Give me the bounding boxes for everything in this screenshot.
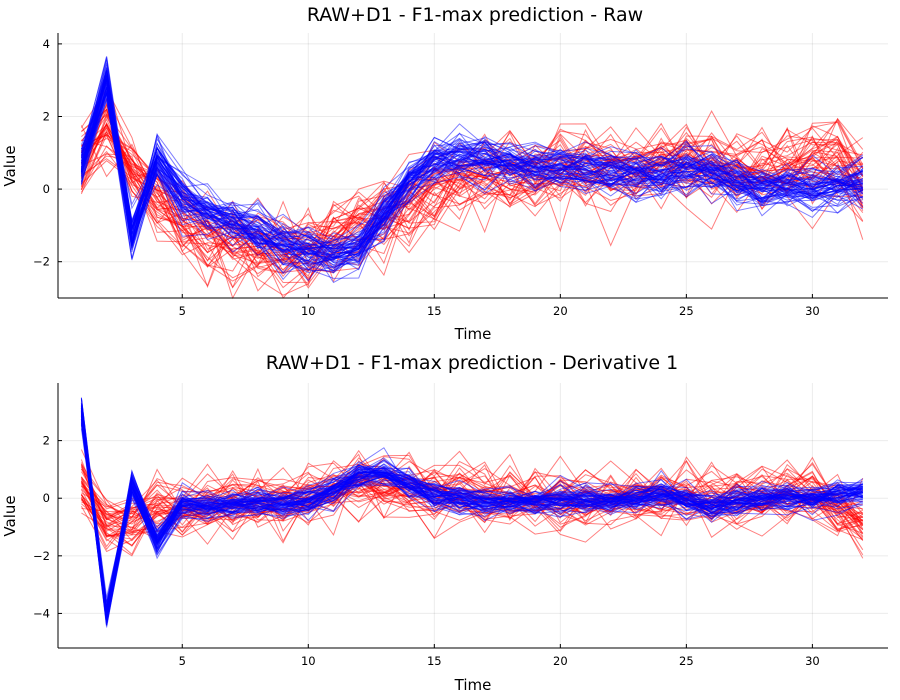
blue-series-line (80, 422, 863, 616)
y-tick-label: −4 (33, 606, 50, 620)
blue-series-line (80, 411, 863, 616)
blue-series-line (80, 70, 863, 254)
raw-chart-title: RAW+D1 - F1-max prediction - Raw (307, 4, 643, 26)
blue-series-line (80, 405, 864, 618)
blue-series-line (80, 417, 863, 619)
x-tick-label: 10 (301, 304, 316, 318)
blue-series-line (80, 93, 864, 259)
blue-series-line (80, 91, 863, 266)
blue-series-line (80, 80, 864, 274)
blue-series-line (80, 91, 863, 272)
red-series-line (81, 108, 864, 262)
blue-series-line (80, 92, 864, 274)
y-tick-label: −2 (33, 549, 50, 563)
raw-chart-ylabel: Value (1, 145, 19, 186)
x-tick-label: 25 (679, 654, 694, 668)
derivative-chart-title: RAW+D1 - F1-max prediction - Derivative … (266, 352, 678, 374)
x-tick-label: 30 (805, 654, 820, 668)
blue-series-line (80, 79, 864, 249)
y-tick-label: 4 (43, 37, 50, 51)
x-tick-label: 20 (553, 654, 568, 668)
blue-series-line (80, 419, 863, 625)
y-tick-label: 0 (43, 182, 50, 196)
x-tick-label: 15 (427, 654, 442, 668)
blue-series-line (80, 83, 864, 271)
blue-series-line (80, 89, 864, 263)
x-tick-label: 25 (679, 304, 694, 318)
x-tick-label: 20 (553, 304, 568, 318)
derivative-chart-tick-labels: 5 10 15 20 25 30 −4 −2 0 2 (33, 434, 820, 668)
x-tick-label: 5 (179, 304, 186, 318)
blue-series-line (80, 403, 863, 608)
blue-series-line (80, 77, 864, 241)
blue-series-line (80, 83, 864, 261)
blue-series-line (80, 406, 864, 615)
derivative-chart-panel: RAW+D1 - F1-max prediction - Derivative … (1, 352, 888, 694)
derivative-chart-axes (57, 383, 888, 649)
x-tick-label: 10 (301, 654, 316, 668)
x-tick-label: 15 (427, 304, 442, 318)
raw-chart-xlabel: Time (454, 325, 492, 343)
raw-chart-panel: RAW+D1 - F1-max prediction - Raw 5 10 15 20… (1, 4, 888, 343)
blue-series-line (80, 96, 863, 279)
blue-series-line (80, 92, 864, 262)
derivative-chart-series-lines (80, 397, 864, 628)
y-tick-label: 2 (43, 434, 50, 448)
blue-series-line (80, 424, 863, 619)
blue-series-line (80, 418, 864, 608)
derivative-chart-ylabel: Value (1, 495, 19, 536)
y-tick-label: 0 (43, 491, 50, 505)
x-tick-label: 30 (805, 304, 820, 318)
derivative-chart-xlabel: Time (454, 676, 492, 694)
blue-series-line (80, 408, 863, 610)
y-tick-label: 2 (43, 109, 50, 123)
raw-chart-series-lines (80, 56, 864, 300)
red-series-line (81, 133, 864, 289)
blue-series-line (80, 413, 863, 621)
raw-chart-tick-labels: 5 10 15 20 25 30 −2 0 2 4 (33, 37, 820, 318)
blue-series-line (80, 69, 864, 269)
raw-chart-axes (57, 33, 888, 299)
y-tick-label: −2 (33, 255, 50, 269)
blue-series-line (80, 422, 864, 623)
x-tick-label: 5 (179, 654, 186, 668)
